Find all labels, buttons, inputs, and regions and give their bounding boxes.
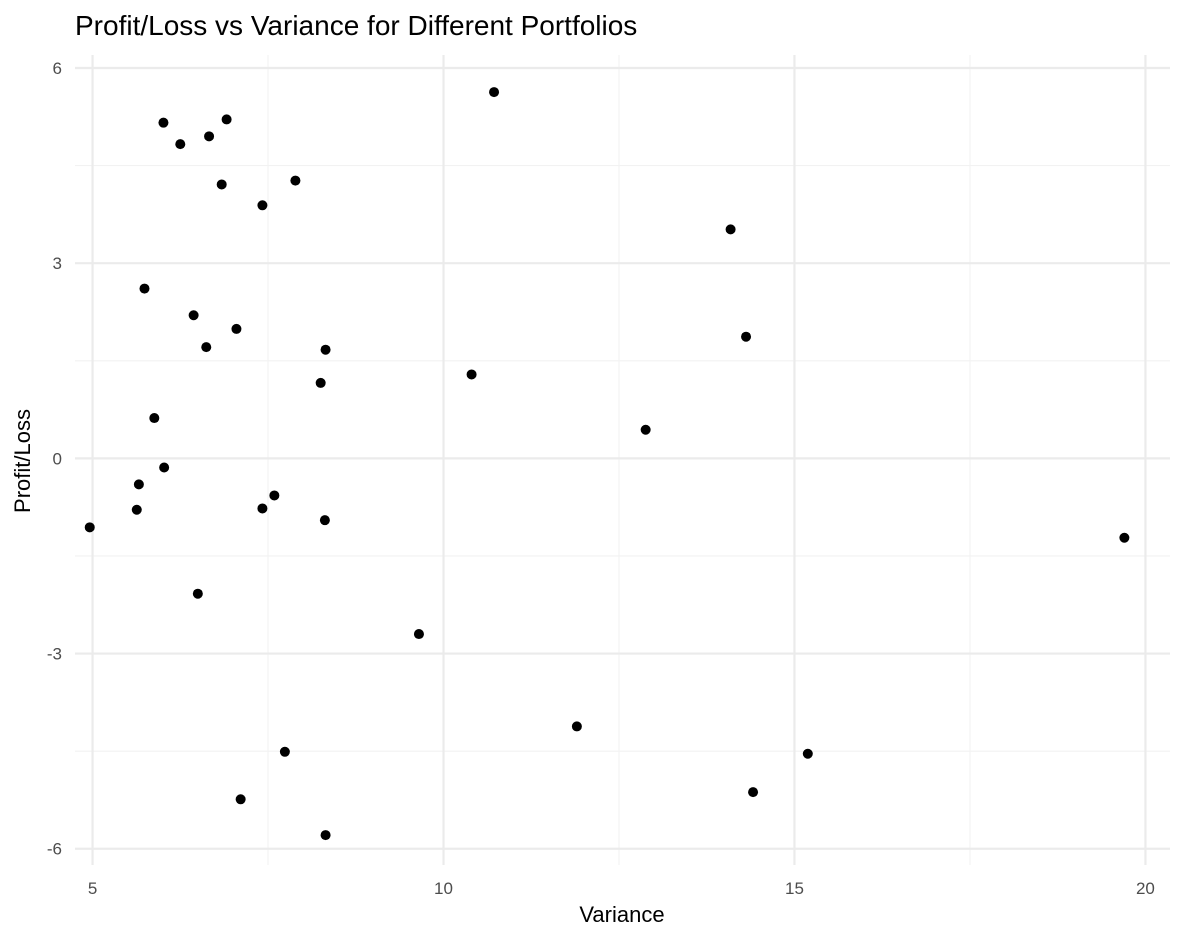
y-tick-label: 6 xyxy=(53,59,62,78)
data-point xyxy=(319,515,330,526)
x-tick-label: 5 xyxy=(88,879,97,898)
data-point xyxy=(149,413,160,424)
data-point xyxy=(279,746,290,757)
x-tick-label: 15 xyxy=(785,879,804,898)
data-point xyxy=(133,479,144,490)
data-point xyxy=(158,117,169,128)
chart-title: Profit/Loss vs Variance for Different Po… xyxy=(75,10,637,41)
data-point xyxy=(159,462,170,473)
data-point xyxy=(175,139,186,150)
data-point xyxy=(257,503,268,514)
x-tick-label: 20 xyxy=(1136,879,1155,898)
x-axis-title: Variance xyxy=(579,902,664,927)
data-point xyxy=(269,490,280,501)
y-tick-label: -3 xyxy=(47,645,62,664)
data-point xyxy=(466,369,477,380)
data-point xyxy=(231,323,242,334)
data-point xyxy=(235,794,246,805)
data-point xyxy=(131,504,142,515)
y-tick-label: 0 xyxy=(53,449,62,468)
data-point xyxy=(320,344,331,355)
data-point xyxy=(320,830,331,841)
data-point xyxy=(290,175,301,186)
data-point xyxy=(640,424,651,435)
y-tick-label: -6 xyxy=(47,840,62,859)
y-axis-title: Profit/Loss xyxy=(10,409,35,513)
data-point xyxy=(489,87,500,98)
y-axis-tick-labels: -6 -3 0 3 6 xyxy=(47,59,62,859)
data-point xyxy=(221,114,232,125)
data-points xyxy=(84,87,1130,841)
minor-gridlines-y xyxy=(75,165,1170,752)
data-point xyxy=(84,522,95,533)
data-point xyxy=(748,787,759,798)
x-tick-label: 10 xyxy=(434,879,453,898)
data-point xyxy=(571,721,582,732)
data-point xyxy=(204,131,215,142)
data-point xyxy=(201,342,212,353)
major-gridlines-x xyxy=(91,55,1147,865)
data-point xyxy=(315,377,326,388)
data-point xyxy=(1119,532,1130,543)
data-point xyxy=(192,588,203,599)
x-axis-tick-labels: 5 10 15 20 xyxy=(88,879,1155,898)
data-point xyxy=(139,283,150,294)
data-point xyxy=(413,629,424,640)
y-tick-label: 3 xyxy=(53,254,62,273)
data-point xyxy=(741,331,752,342)
minor-gridlines-x xyxy=(267,55,971,865)
major-gridlines-y xyxy=(75,66,1170,850)
data-point xyxy=(188,310,199,321)
data-point xyxy=(725,224,736,235)
data-point xyxy=(216,179,227,190)
data-point xyxy=(257,200,268,211)
data-point xyxy=(802,748,813,759)
